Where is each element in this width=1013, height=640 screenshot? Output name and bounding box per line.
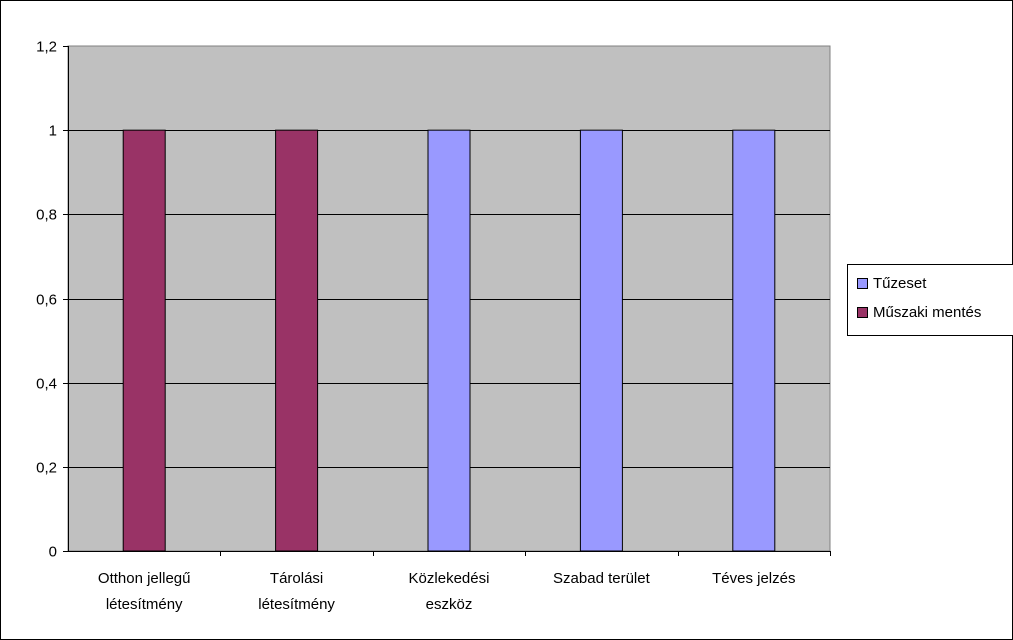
legend-label-muszaki-mentes: Műszaki mentés bbox=[873, 303, 982, 321]
legend-label-tuzeset: Tűzeset bbox=[873, 274, 927, 292]
bar bbox=[275, 129, 319, 552]
x-tick-label: Szabad terület bbox=[553, 570, 651, 587]
x-tick-label: Tárolási bbox=[270, 570, 323, 587]
legend-item-tuzeset: Tűzeset bbox=[857, 273, 926, 293]
y-tick-label: 0,8 bbox=[36, 207, 57, 224]
legend-swatch-tuzeset bbox=[857, 277, 868, 289]
y-tick-label: 0,4 bbox=[36, 376, 57, 393]
legend-swatch-muszaki-mentes bbox=[857, 306, 868, 318]
x-tick-label: létesítmény bbox=[106, 596, 183, 613]
bar bbox=[579, 129, 623, 552]
bar bbox=[732, 129, 776, 552]
bar bbox=[122, 129, 166, 552]
legend-item-muszaki-mentes: Műszaki mentés bbox=[857, 302, 981, 322]
y-tick-label: 1,2 bbox=[36, 39, 57, 56]
y-tick-label: 0,2 bbox=[36, 460, 57, 477]
y-tick-label: 0 bbox=[49, 544, 57, 561]
x-tick-label: Otthon jellegű bbox=[98, 570, 191, 587]
y-tick-label: 0,6 bbox=[36, 292, 57, 309]
x-tick-label: eszköz bbox=[426, 596, 473, 613]
x-tick-label: Téves jelzés bbox=[712, 570, 795, 587]
y-tick-label: 1 bbox=[49, 123, 57, 140]
chart-legend: Tűzeset Műszaki mentés bbox=[847, 264, 1013, 336]
bar bbox=[427, 129, 471, 552]
x-tick-label: Közlekedési bbox=[409, 570, 490, 587]
x-tick-label: létesítmény bbox=[258, 596, 335, 613]
